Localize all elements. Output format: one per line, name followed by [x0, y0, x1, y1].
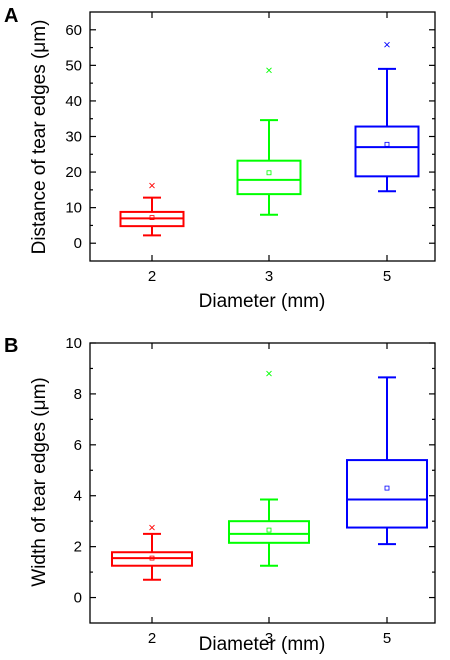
mean-marker — [384, 141, 390, 147]
y-tick-label: 40 — [65, 93, 82, 110]
outlier-marker — [149, 524, 155, 531]
mean-marker — [266, 527, 272, 533]
y-tick-label: 30 — [65, 129, 82, 146]
box-iqr — [228, 520, 310, 544]
panel-letter-a: A — [4, 5, 18, 27]
y-tick-label: 10 — [65, 200, 82, 217]
panel-letter-b: B — [4, 335, 18, 357]
y-tick-label: 20 — [65, 164, 82, 181]
box-iqr — [346, 459, 428, 529]
outlier-marker — [266, 370, 272, 377]
outlier-marker — [149, 182, 155, 189]
y-tick-label: 8 — [74, 386, 82, 403]
outlier-marker — [384, 41, 390, 48]
y-axis-title-a: Distance of tear edges (μm) — [29, 20, 50, 255]
y-tick-label: 0 — [74, 590, 82, 607]
x-tick-label: 5 — [383, 630, 391, 647]
plot-frame-b — [89, 342, 436, 624]
x-tick-label: 3 — [265, 630, 273, 647]
mean-marker — [266, 170, 272, 176]
y-tick-label: 60 — [65, 22, 82, 39]
plot-area-a: 0 10 20 30 40 50 60 2 3 5 — [65, 12, 435, 285]
plot-area-b: 0 2 4 6 8 10 2 3 5 — [65, 335, 435, 647]
box-iqr — [236, 159, 302, 196]
box-iqr — [354, 125, 420, 178]
plot-frame-a — [89, 11, 436, 262]
y-tick-label: 4 — [74, 488, 82, 505]
x-axis-title-b: Diameter (mm) — [199, 634, 326, 655]
outlier-marker — [266, 67, 272, 74]
mean-marker — [149, 555, 155, 561]
x-tick-label: 2 — [148, 268, 156, 285]
y-tick-label: 0 — [74, 235, 82, 252]
y-tick-label: 6 — [74, 437, 82, 454]
y-tick-label: 10 — [65, 335, 82, 352]
y-axis-title-b: Width of tear edges (μm) — [29, 377, 50, 586]
chart-panel-b: B 0 2 4 6 8 10 2 3 5 Diameter (mm) Width of tear… — [4, 335, 436, 655]
y-tick-label: 50 — [65, 57, 82, 74]
mean-marker — [149, 215, 155, 221]
chart-panel-a: A 0 10 20 30 40 50 60 2 3 5 Diameter (mm) Distanc… — [4, 5, 436, 312]
x-tick-label: 2 — [148, 630, 156, 647]
mean-marker — [384, 485, 390, 491]
x-tick-label: 3 — [265, 268, 273, 285]
x-tick-label: 5 — [383, 268, 391, 285]
y-tick-label: 2 — [74, 539, 82, 556]
x-axis-title-a: Diameter (mm) — [199, 291, 326, 312]
